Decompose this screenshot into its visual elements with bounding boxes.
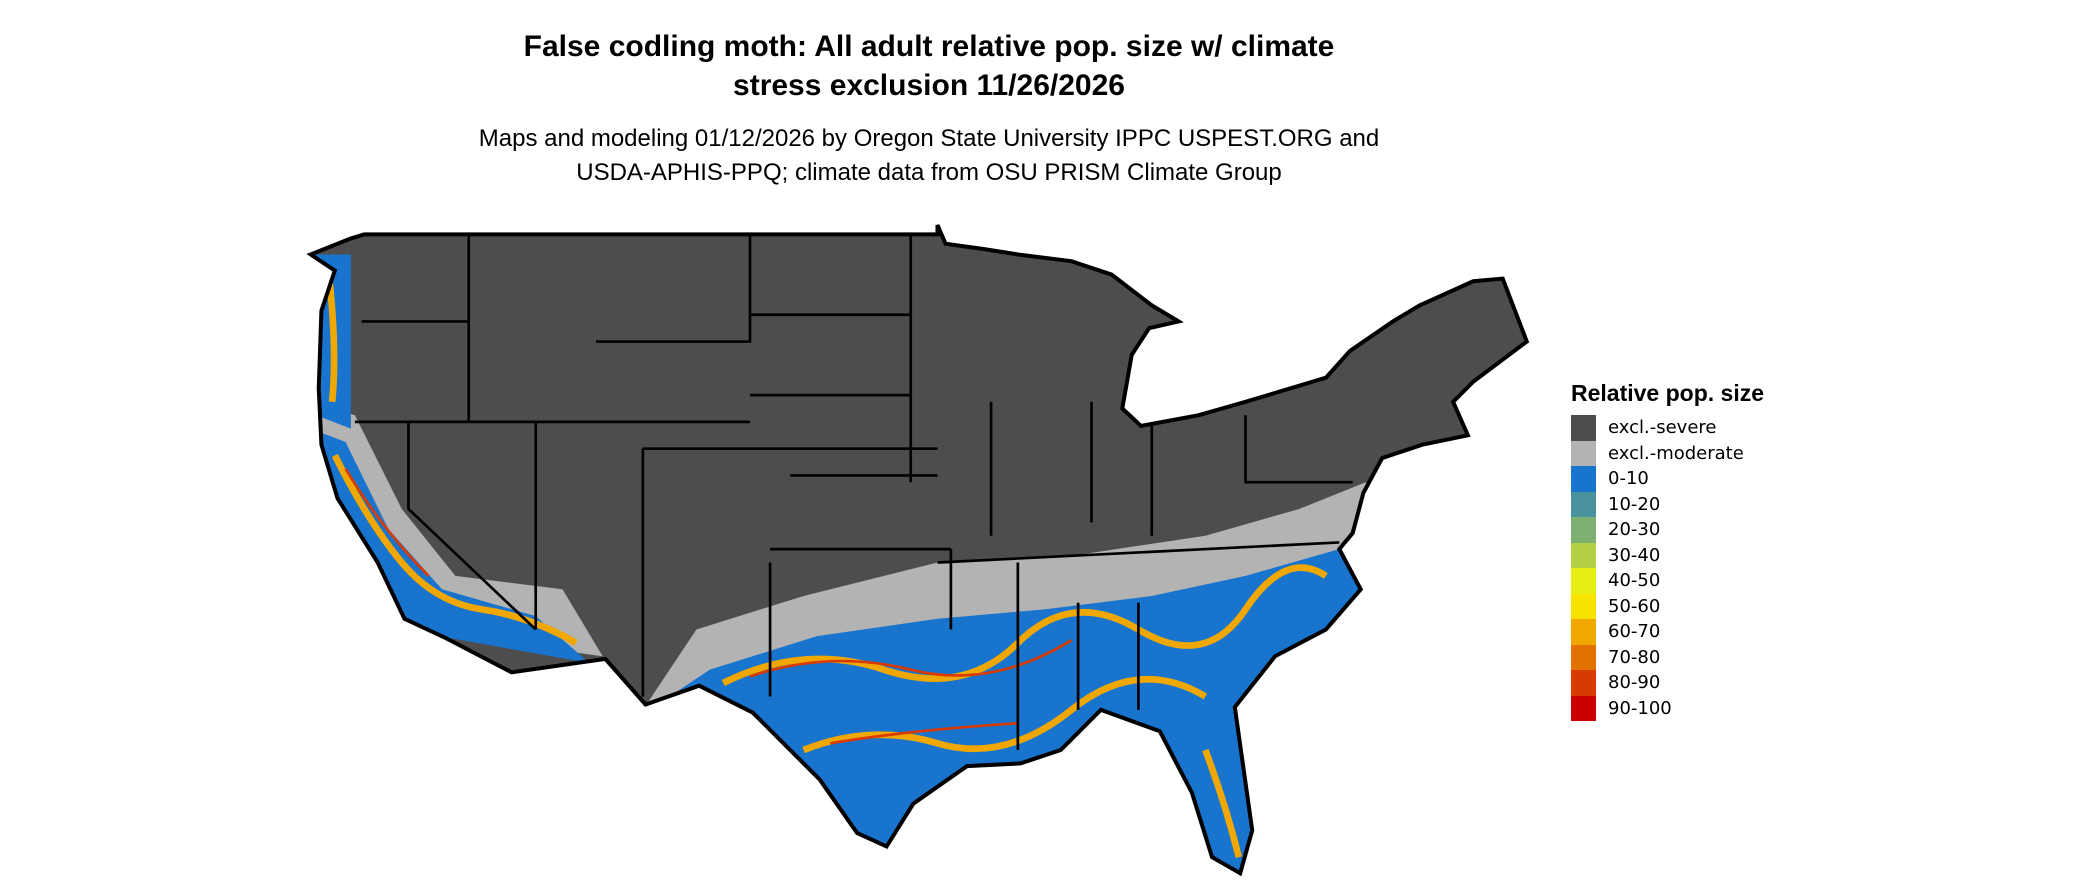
legend-swatch bbox=[1571, 415, 1596, 441]
legend-swatch bbox=[1571, 644, 1596, 670]
legend-label: 40-50 bbox=[1608, 570, 1661, 592]
legend-label: 70-80 bbox=[1608, 646, 1661, 668]
legend-label: 50-60 bbox=[1608, 595, 1661, 617]
legend-swatch bbox=[1571, 517, 1596, 543]
legend-item: 30-40 bbox=[1571, 542, 1764, 568]
legend-swatch bbox=[1571, 542, 1596, 568]
legend-label: 60-70 bbox=[1608, 621, 1661, 643]
legend-item: 60-70 bbox=[1571, 619, 1764, 645]
legend-swatch bbox=[1571, 491, 1596, 517]
peak-population-areas bbox=[344, 468, 1073, 745]
legend-label: excl.-moderate bbox=[1608, 442, 1744, 464]
legend-label: excl.-severe bbox=[1608, 417, 1717, 439]
legend-item: 0-10 bbox=[1571, 466, 1764, 492]
map-title-line1: False codling moth: All adult relative p… bbox=[523, 30, 1335, 63]
legend-item: 40-50 bbox=[1571, 568, 1764, 594]
legend-label: 0-10 bbox=[1608, 468, 1649, 490]
legend-label: 10-20 bbox=[1608, 493, 1661, 515]
legend-item: 90-100 bbox=[1571, 695, 1764, 721]
map-subtitle-line1: Maps and modeling 01/12/2026 by Oregon S… bbox=[478, 125, 1380, 152]
legend-label: 20-30 bbox=[1608, 519, 1661, 541]
legend-swatch bbox=[1571, 695, 1596, 721]
legend-item: 80-90 bbox=[1571, 670, 1764, 696]
legend-item: 20-30 bbox=[1571, 517, 1764, 543]
legend-item: 10-20 bbox=[1571, 491, 1764, 517]
map-title-line2: stress exclusion 11/26/2026 bbox=[733, 69, 1125, 102]
legend-swatch bbox=[1571, 440, 1596, 466]
legend-swatch bbox=[1571, 466, 1596, 492]
legend-item: excl.-moderate bbox=[1571, 440, 1764, 466]
legend-swatch bbox=[1571, 568, 1596, 594]
legend-swatch bbox=[1571, 593, 1596, 619]
legend-item: excl.-severe bbox=[1571, 415, 1764, 441]
map-subtitle-line2: USDA-APHIS-PPQ; climate data from OSU PR… bbox=[576, 159, 1282, 186]
legend-label: 30-40 bbox=[1608, 544, 1661, 566]
legend-title: Relative pop. size bbox=[1571, 380, 1765, 406]
legend-item: 70-80 bbox=[1571, 644, 1764, 670]
legend: Relative pop. size excl.-severe excl.-mod… bbox=[1571, 380, 1764, 721]
legend-label: 80-90 bbox=[1608, 672, 1661, 694]
state-borders bbox=[354, 234, 1353, 751]
legend-label: 90-100 bbox=[1608, 697, 1672, 719]
legend-item: 50-60 bbox=[1571, 593, 1764, 619]
legend-swatch bbox=[1571, 619, 1596, 645]
legend-swatch bbox=[1571, 670, 1596, 696]
